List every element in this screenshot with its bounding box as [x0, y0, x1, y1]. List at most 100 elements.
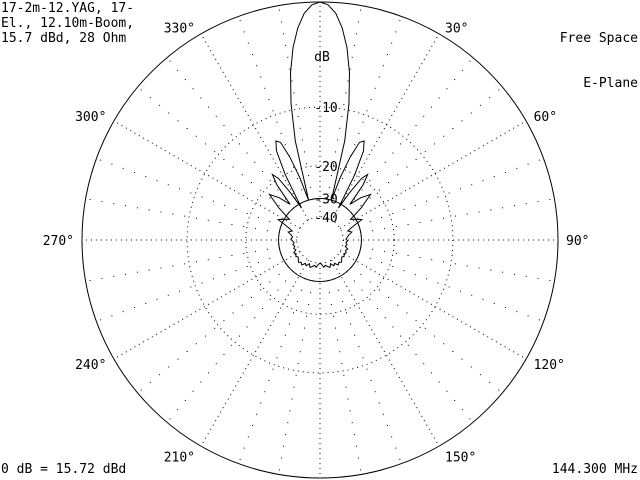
grid-dot	[443, 217, 445, 219]
grid-dot	[516, 311, 518, 313]
grid-dot	[278, 246, 280, 248]
grid-dot	[280, 225, 282, 227]
grid-dot	[461, 358, 463, 360]
grid-dot	[370, 379, 372, 381]
grid-dot	[351, 56, 353, 58]
antenna-line-1: 17-2m-12.YAG, 17-	[1, 1, 135, 16]
grid-dot	[392, 326, 394, 328]
grid-dot	[419, 221, 421, 223]
grid-dot	[430, 372, 432, 374]
grid-dot	[332, 163, 334, 165]
grid-dot	[269, 281, 271, 283]
grid-dot	[266, 230, 268, 232]
grid-dot	[247, 436, 249, 438]
grid-dot	[297, 363, 299, 365]
grid-dot	[383, 250, 385, 252]
grid-dot	[308, 303, 310, 305]
grid-dot	[525, 203, 527, 205]
grid-dot	[291, 80, 293, 82]
grid-dot	[205, 335, 207, 337]
grid-dot	[283, 33, 285, 35]
grid-dot	[299, 351, 301, 353]
grid-dot	[133, 307, 135, 309]
grid-dot	[268, 379, 270, 381]
reference-gain-label: 0 dB = 15.72 dBd	[1, 462, 127, 477]
grid-dot	[328, 292, 330, 294]
grid-dot	[207, 259, 209, 261]
grid-dot	[184, 79, 186, 81]
grid-ring	[245, 165, 395, 315]
grid-dot	[277, 189, 279, 191]
grid-dot	[285, 433, 287, 435]
grid-dot	[395, 252, 397, 254]
grid-dot	[493, 176, 495, 178]
grid-dot	[160, 267, 162, 269]
grid-dot	[125, 273, 127, 275]
grid-dot	[293, 386, 295, 388]
grid-dot	[287, 266, 289, 268]
grid-dot	[433, 335, 435, 337]
grid-dot	[461, 120, 463, 122]
grid-dot	[378, 402, 380, 404]
grid-dot	[351, 266, 353, 268]
grid-dot	[423, 115, 425, 117]
grid-dot	[232, 312, 234, 314]
grid-dot	[208, 106, 210, 108]
grid-dot	[362, 357, 364, 359]
grid-dot	[516, 167, 518, 169]
grid-dot	[360, 9, 362, 11]
grid-dot	[169, 418, 171, 420]
grid-dot	[502, 207, 504, 209]
radial-tick-label: -20	[314, 160, 337, 175]
grid-dot	[231, 134, 233, 136]
grid-dot	[431, 219, 433, 221]
angle-label-60: 60°	[534, 110, 557, 125]
grid-dot	[101, 277, 103, 279]
grid-dot	[208, 372, 210, 374]
grid-dot	[303, 327, 305, 329]
grid-dot	[89, 280, 91, 282]
grid-dot	[392, 265, 394, 267]
grid-dot	[223, 158, 225, 160]
grid-dot	[337, 289, 339, 291]
grid-dot	[305, 200, 307, 202]
grid-dot	[459, 188, 461, 190]
grid-dot	[374, 87, 376, 89]
grid-dot	[438, 381, 440, 383]
grid-dot	[407, 255, 409, 257]
grid-dot	[215, 115, 217, 117]
grid-dot	[423, 363, 425, 365]
grid-dot	[250, 182, 252, 184]
grid-dot	[284, 334, 286, 336]
grid-dot	[478, 211, 480, 213]
grid-dot	[125, 205, 127, 207]
grid-dot	[414, 274, 416, 276]
grid-dot	[502, 271, 504, 273]
grid-dot	[513, 205, 515, 207]
grid-dot	[254, 317, 256, 319]
grid-dot	[490, 269, 492, 271]
grid-dot	[223, 353, 225, 355]
grid-dot	[246, 326, 248, 328]
grid-dot	[350, 323, 352, 325]
antenna-line-2: El., 12.10m-Boom,	[1, 16, 135, 31]
grid-dot	[353, 433, 355, 435]
grid-dot	[399, 458, 401, 460]
grid-dot	[326, 198, 328, 200]
grid-dot	[438, 97, 440, 99]
grid-dot	[231, 344, 233, 346]
grid-dot	[403, 208, 405, 210]
grid-dot	[376, 170, 378, 172]
grid-dot	[471, 294, 473, 296]
grid-dot	[443, 135, 445, 137]
grid-dot	[272, 368, 274, 370]
grid-dot	[392, 213, 394, 215]
grid-dot	[482, 298, 484, 300]
grid-dot	[89, 198, 91, 200]
grid-dot	[241, 174, 243, 176]
grid-dot	[283, 445, 285, 447]
angle-labels: 330° 30° 60° 90° 120° 150° 210° 240° 270° 300°	[43, 21, 590, 465]
grid-dot	[122, 311, 124, 313]
grid-dot	[493, 302, 495, 304]
